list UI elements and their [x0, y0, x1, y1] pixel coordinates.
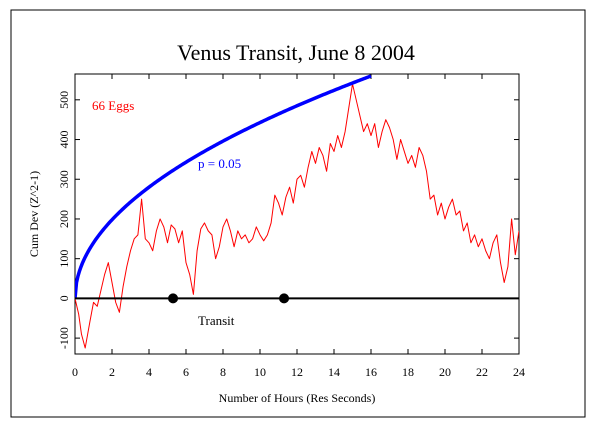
x-tick-label: 16 — [365, 365, 377, 379]
y-tick-label: 300 — [57, 170, 71, 188]
x-tick-label: 10 — [254, 365, 266, 379]
outer-frame — [10, 9, 586, 418]
transit-marker — [168, 293, 179, 304]
x-tick-label: 2 — [109, 365, 115, 379]
chart-title: Venus Transit, June 8 2004 — [177, 40, 415, 65]
eggs-annotation: 66 Eggs — [92, 98, 134, 113]
x-tick-label: 20 — [439, 365, 451, 379]
y-tick-label: 100 — [57, 250, 71, 268]
x-axis-label: Number of Hours (Res Seconds) — [219, 391, 376, 405]
x-tick-label: 6 — [183, 365, 189, 379]
y-tick-label: 400 — [57, 131, 71, 149]
probability-envelope-line — [75, 74, 372, 299]
x-tick-label: 18 — [402, 365, 414, 379]
x-tick-label: 0 — [72, 365, 78, 379]
y-tick-label: 500 — [57, 91, 71, 109]
transit-marker — [279, 293, 290, 304]
y-tick-label: 200 — [57, 210, 71, 228]
x-tick-label: 4 — [146, 365, 152, 379]
x-tick-label: 12 — [291, 365, 303, 379]
y-tick-label: 0 — [57, 295, 71, 301]
y-tick-label: -100 — [57, 327, 71, 349]
cumdev-series-line — [75, 83, 519, 349]
x-tick-label: 14 — [328, 365, 340, 379]
x-tick-label: 24 — [513, 365, 525, 379]
probability-annotation: p = 0.05 — [198, 156, 241, 171]
y-axis-label: Cum Dev (Z^2-1) — [27, 171, 41, 257]
x-tick-label: 22 — [476, 365, 488, 379]
x-tick-label: 8 — [220, 365, 226, 379]
plot-area: 0 2 4 6 8 10 12 14 16 18 20 22 24-100010020030040050… — [57, 73, 525, 379]
transit-annotation: Transit — [198, 313, 235, 328]
